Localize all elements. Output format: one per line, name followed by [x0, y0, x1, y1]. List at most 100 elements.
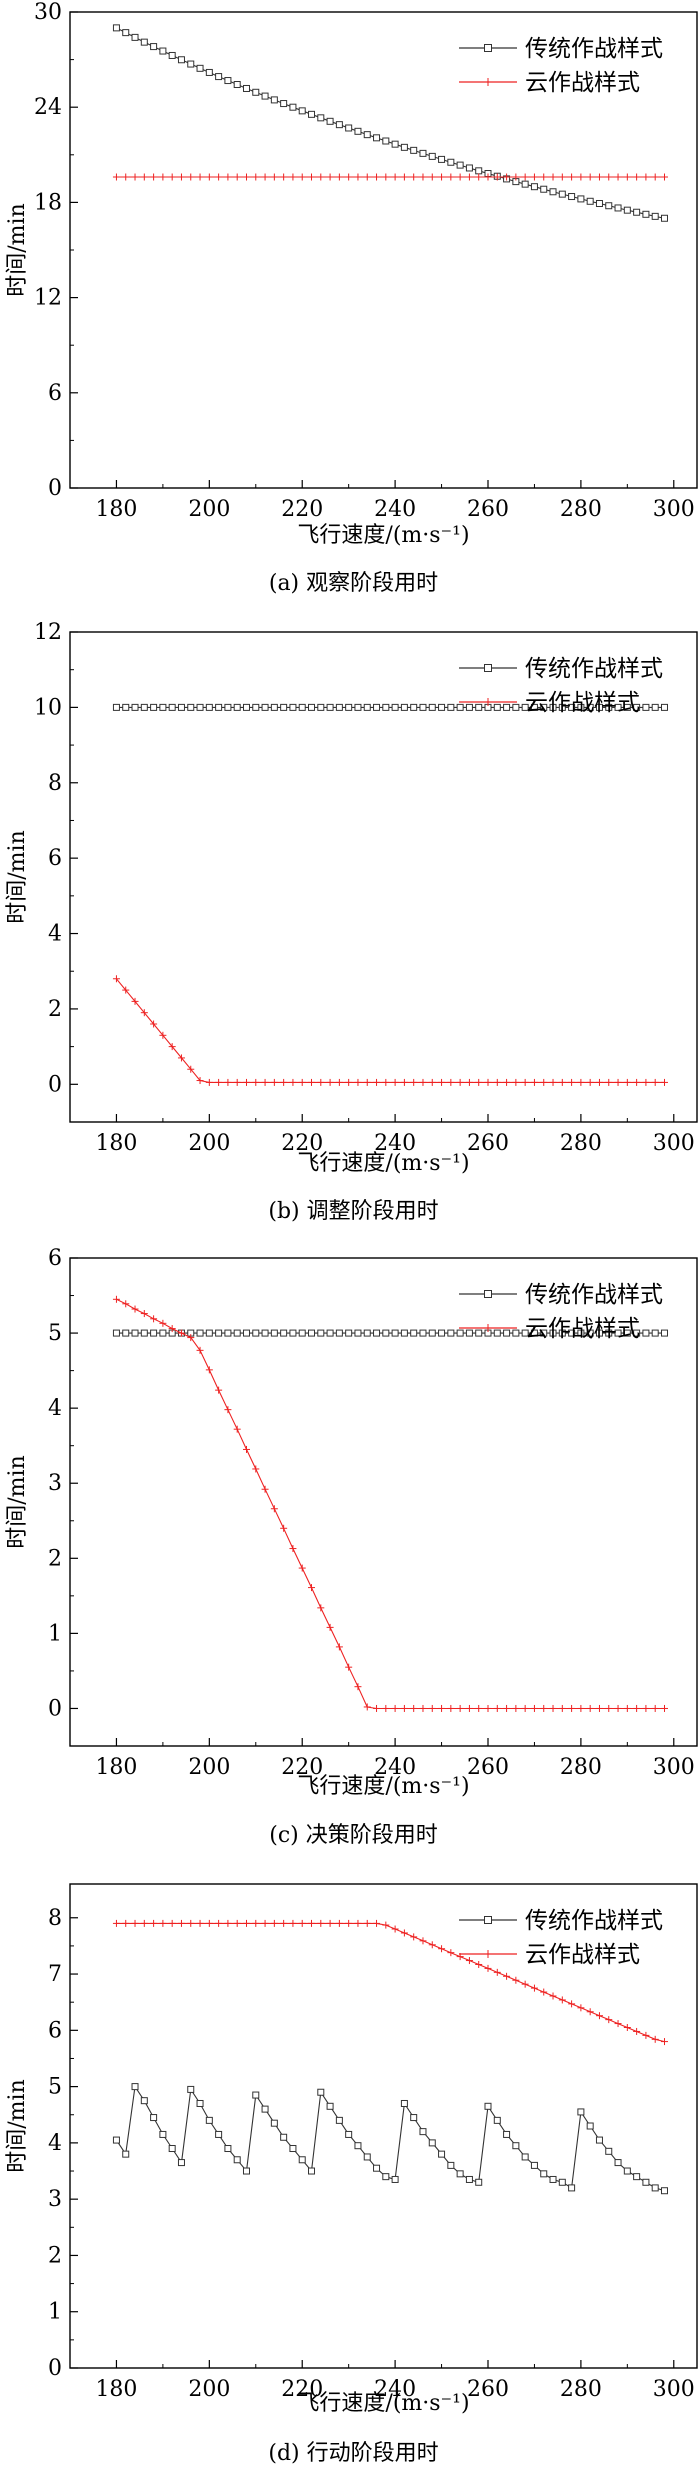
data-point-square [150, 703, 158, 711]
data-point-plus [577, 1078, 585, 1086]
data-point-square [215, 2130, 223, 2138]
data-point-square [252, 703, 260, 711]
data-point-plus [326, 173, 334, 181]
data-point-square [623, 1329, 631, 1337]
data-point-square [317, 703, 325, 711]
legend-item: 云作战样式 [459, 1942, 640, 1968]
data-point-plus [623, 173, 631, 181]
data-point-square [270, 96, 278, 104]
data-point-plus [456, 1078, 464, 1086]
data-point-plus [242, 1445, 250, 1453]
figure-caption: (c) 决策阶段用时 [269, 1823, 437, 1848]
data-point-square [196, 1329, 204, 1337]
data-point-plus [168, 1043, 176, 1051]
data-point-square [419, 149, 427, 157]
legend-label: 传统作战样式 [525, 36, 663, 62]
data-point-plus [595, 2012, 603, 2020]
x-tick-label: 300 [653, 2377, 695, 2402]
data-point-plus [586, 1078, 594, 1086]
data-point-plus [475, 173, 483, 181]
data-point-plus [280, 1919, 288, 1927]
data-point-plus [131, 173, 139, 181]
data-point-plus [493, 173, 501, 181]
data-point-plus [605, 173, 613, 181]
data-point-square [521, 2153, 529, 2161]
data-point-plus [651, 2035, 659, 2043]
data-point-square [614, 703, 622, 711]
data-point-square [493, 703, 501, 711]
y-tick-label: 12 [34, 286, 62, 311]
data-point-plus [317, 173, 325, 181]
data-point-plus [447, 1078, 455, 1086]
data-point-square [651, 1329, 659, 1337]
data-point-plus [577, 2004, 585, 2012]
y-tick-label: 1 [48, 2300, 62, 2325]
data-point-square [242, 84, 250, 92]
data-point-square [503, 2130, 511, 2138]
data-point-square [168, 2145, 176, 2153]
data-point-plus [140, 1009, 148, 1017]
data-point-plus [122, 1300, 130, 1308]
data-point-plus [122, 986, 130, 994]
data-point-plus [233, 1078, 241, 1086]
data-point-square [122, 1329, 130, 1337]
data-point-square [242, 2167, 250, 2175]
data-point-plus [419, 1937, 427, 1945]
data-point-square [651, 212, 659, 220]
data-point-square [373, 134, 381, 142]
data-point-square [187, 2085, 195, 2093]
data-point-square [205, 2116, 213, 2124]
data-point-plus [326, 1078, 334, 1086]
series-cloud [112, 1295, 668, 1712]
data-point-plus [354, 1683, 362, 1691]
x-tick-label: 260 [467, 497, 509, 522]
data-point-plus [568, 1704, 576, 1712]
data-point-square [558, 703, 566, 711]
data-point-square [308, 110, 316, 118]
data-point-plus [317, 1919, 325, 1927]
data-point-square [428, 1329, 436, 1337]
y-tick-label: 3 [48, 1471, 62, 1496]
data-point-square [280, 100, 288, 108]
data-point-plus [660, 1078, 668, 1086]
data-point-square [159, 703, 167, 711]
series-cloud [112, 173, 668, 181]
data-point-plus [242, 1078, 250, 1086]
data-point-square [465, 2175, 473, 2183]
data-point-square [326, 703, 334, 711]
figure-caption: (a) 观察阶段用时 [269, 571, 438, 596]
legend-label: 云作战样式 [525, 1942, 640, 1968]
legend-marker-square [484, 664, 492, 672]
data-point-plus [503, 173, 511, 181]
data-point-square [530, 2161, 538, 2169]
data-point-plus [363, 1919, 371, 1927]
data-point-plus [521, 1704, 529, 1712]
data-point-plus [391, 1925, 399, 1933]
data-point-plus [373, 1919, 381, 1927]
data-point-plus [614, 173, 622, 181]
data-point-plus [428, 1941, 436, 1949]
data-point-plus [242, 1919, 250, 1927]
x-tick-label: 180 [95, 1131, 137, 1156]
chart-panel-a: 180 200 220 240 260 280 300 0 6 12 18 24 30 飞行速度/(m·s… [5, 0, 698, 596]
data-point-square [614, 2159, 622, 2167]
x-tick-label: 260 [467, 1755, 509, 1780]
data-point-square [419, 1329, 427, 1337]
data-point-square [298, 2156, 306, 2164]
data-point-plus [642, 2031, 650, 2039]
data-point-plus [642, 173, 650, 181]
data-point-plus [549, 1704, 557, 1712]
data-point-square [150, 2114, 158, 2122]
data-point-square [112, 24, 120, 32]
data-point-square [159, 47, 167, 55]
data-point-square [605, 1329, 613, 1337]
legend-marker-square [484, 1916, 492, 1924]
data-point-plus [391, 173, 399, 181]
x-tick-label: 220 [281, 1131, 323, 1156]
data-point-square [400, 703, 408, 711]
data-point-plus [391, 1078, 399, 1086]
x-tick-label: 220 [281, 1755, 323, 1780]
data-point-plus [326, 1919, 334, 1927]
data-point-square [512, 703, 520, 711]
x-tick-label: 280 [560, 2377, 602, 2402]
